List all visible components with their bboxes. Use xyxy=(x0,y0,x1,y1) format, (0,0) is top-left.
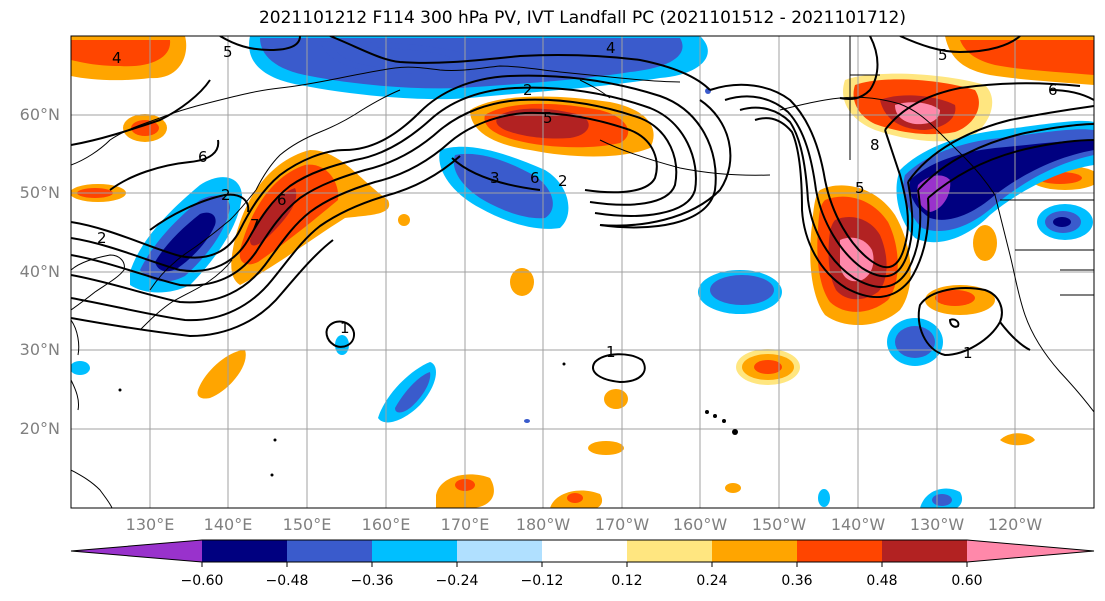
contour-label: 1 xyxy=(340,319,350,337)
contour-label: 2 xyxy=(221,186,231,204)
colorbar-tick-label: 0.24 xyxy=(696,573,728,589)
contour-label: 5 xyxy=(223,43,233,61)
contour-label: 3 xyxy=(490,169,500,187)
contour-label: 1 xyxy=(606,343,616,361)
map-title: 2021101212 F114 300 hPa PV, IVT Landfall… xyxy=(258,8,906,28)
lat-label-60n: 60°N xyxy=(19,105,60,124)
colorbar-segment xyxy=(202,540,287,562)
political-borders xyxy=(849,36,1094,296)
colorbar-tick-label: 0.48 xyxy=(866,573,898,589)
lon-label: 180°W xyxy=(515,515,571,534)
lat-label-30n: 30°N xyxy=(19,340,60,359)
contour-label: 2 xyxy=(97,229,107,247)
contour-label: 5 xyxy=(938,46,948,64)
contour-label: 4 xyxy=(606,39,616,57)
contour-label: 7 xyxy=(250,216,260,234)
contour-label: 6 xyxy=(1048,81,1058,99)
contour-labels: 4 5 4 2 5 2 3 6 2 7 6 1 1 6 5 8 1 5 6 2 xyxy=(97,39,1058,362)
colorbar-tick-label: 0.60 xyxy=(951,573,983,589)
islands xyxy=(118,362,738,477)
pv-contours xyxy=(71,36,1094,384)
colorbar-tick-label: 0.12 xyxy=(611,573,643,589)
lat-label-50n: 50°N xyxy=(19,183,60,202)
lat-label-20n: 20°N xyxy=(19,419,60,438)
lon-label: 120°W xyxy=(987,515,1043,534)
colorbar-segment xyxy=(372,540,457,562)
contour-label: 4 xyxy=(112,49,122,67)
lon-label: 140°W xyxy=(830,515,886,534)
lon-label: 150°E xyxy=(282,515,332,534)
colorbar-tick-label: −0.48 xyxy=(265,573,309,589)
colorbar-tick-label: 0.36 xyxy=(781,573,813,589)
lon-label: 160°W xyxy=(672,515,728,534)
colorbar-segment xyxy=(287,540,372,562)
lon-label: 160°E xyxy=(361,515,411,534)
colorbar-tick-label: −0.36 xyxy=(350,573,394,589)
colorbar-segment xyxy=(71,540,202,562)
colorbar-segment xyxy=(712,540,797,562)
colorbar-tick-label: −0.60 xyxy=(180,573,224,589)
colorbar-tick-label: −0.24 xyxy=(435,573,479,589)
coastlines xyxy=(71,65,1094,508)
contour-label: 2 xyxy=(523,81,533,99)
map-frame xyxy=(70,35,1095,509)
lon-label: 140°E xyxy=(203,515,253,534)
lon-label: 130°E xyxy=(125,515,175,534)
lon-label: 170°E xyxy=(440,515,490,534)
contour-label: 6 xyxy=(277,191,287,209)
colorbar-segment xyxy=(967,540,1094,562)
colorbar-segment xyxy=(797,540,882,562)
colorbar xyxy=(70,539,1095,567)
colorbar-segment xyxy=(882,540,967,562)
colorbar-segment xyxy=(627,540,712,562)
map-area: 4 5 4 2 5 2 3 6 2 7 6 1 1 6 5 8 1 5 6 2 xyxy=(71,36,1094,508)
lon-label: 130°W xyxy=(909,515,965,534)
colorbar-tick-label: −0.12 xyxy=(520,573,564,589)
colorbar-segment xyxy=(457,540,542,562)
contour-label: 2 xyxy=(558,172,568,190)
contour-label: 6 xyxy=(530,169,540,187)
lon-label: 170°W xyxy=(594,515,650,534)
contour-label: 1 xyxy=(963,344,973,362)
lon-label: 150°W xyxy=(751,515,807,534)
contour-label: 5 xyxy=(543,109,553,127)
colorbar-segment xyxy=(542,540,627,562)
contour-label: 6 xyxy=(198,148,208,166)
contour-label: 8 xyxy=(870,136,880,154)
contour-label: 5 xyxy=(855,179,865,197)
lat-label-40n: 40°N xyxy=(19,262,60,281)
